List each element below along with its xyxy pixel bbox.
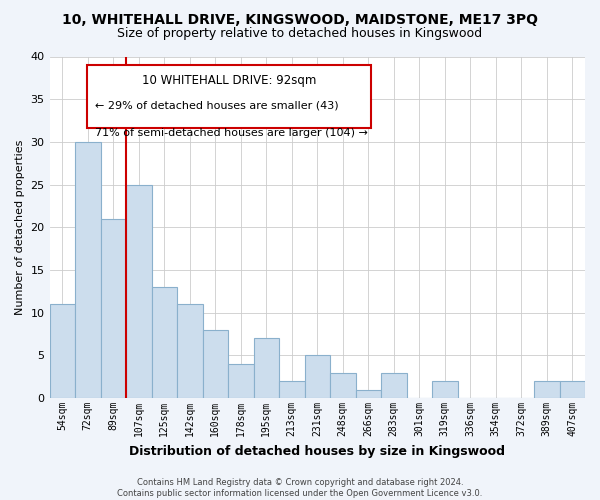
Bar — [101, 219, 126, 398]
Text: Contains HM Land Registry data © Crown copyright and database right 2024.
Contai: Contains HM Land Registry data © Crown c… — [118, 478, 482, 498]
Bar — [203, 330, 228, 398]
Bar — [381, 372, 407, 398]
Bar — [432, 381, 458, 398]
Text: 10 WHITEHALL DRIVE: 92sqm: 10 WHITEHALL DRIVE: 92sqm — [142, 74, 316, 86]
Bar — [534, 381, 560, 398]
Bar — [356, 390, 381, 398]
Bar — [228, 364, 254, 398]
Text: ← 29% of detached houses are smaller (43): ← 29% of detached houses are smaller (43… — [95, 101, 338, 111]
Y-axis label: Number of detached properties: Number of detached properties — [15, 140, 25, 315]
Bar — [560, 381, 585, 398]
Bar — [126, 184, 152, 398]
Text: Size of property relative to detached houses in Kingswood: Size of property relative to detached ho… — [118, 28, 482, 40]
FancyBboxPatch shape — [87, 65, 371, 128]
X-axis label: Distribution of detached houses by size in Kingswood: Distribution of detached houses by size … — [129, 444, 505, 458]
Text: 71% of semi-detached houses are larger (104) →: 71% of semi-detached houses are larger (… — [95, 128, 368, 138]
Text: 10, WHITEHALL DRIVE, KINGSWOOD, MAIDSTONE, ME17 3PQ: 10, WHITEHALL DRIVE, KINGSWOOD, MAIDSTON… — [62, 12, 538, 26]
Bar — [75, 142, 101, 398]
Bar — [152, 287, 177, 398]
Bar — [279, 381, 305, 398]
Bar — [305, 356, 330, 398]
Bar — [254, 338, 279, 398]
Bar — [50, 304, 75, 398]
Bar — [177, 304, 203, 398]
Bar — [330, 372, 356, 398]
